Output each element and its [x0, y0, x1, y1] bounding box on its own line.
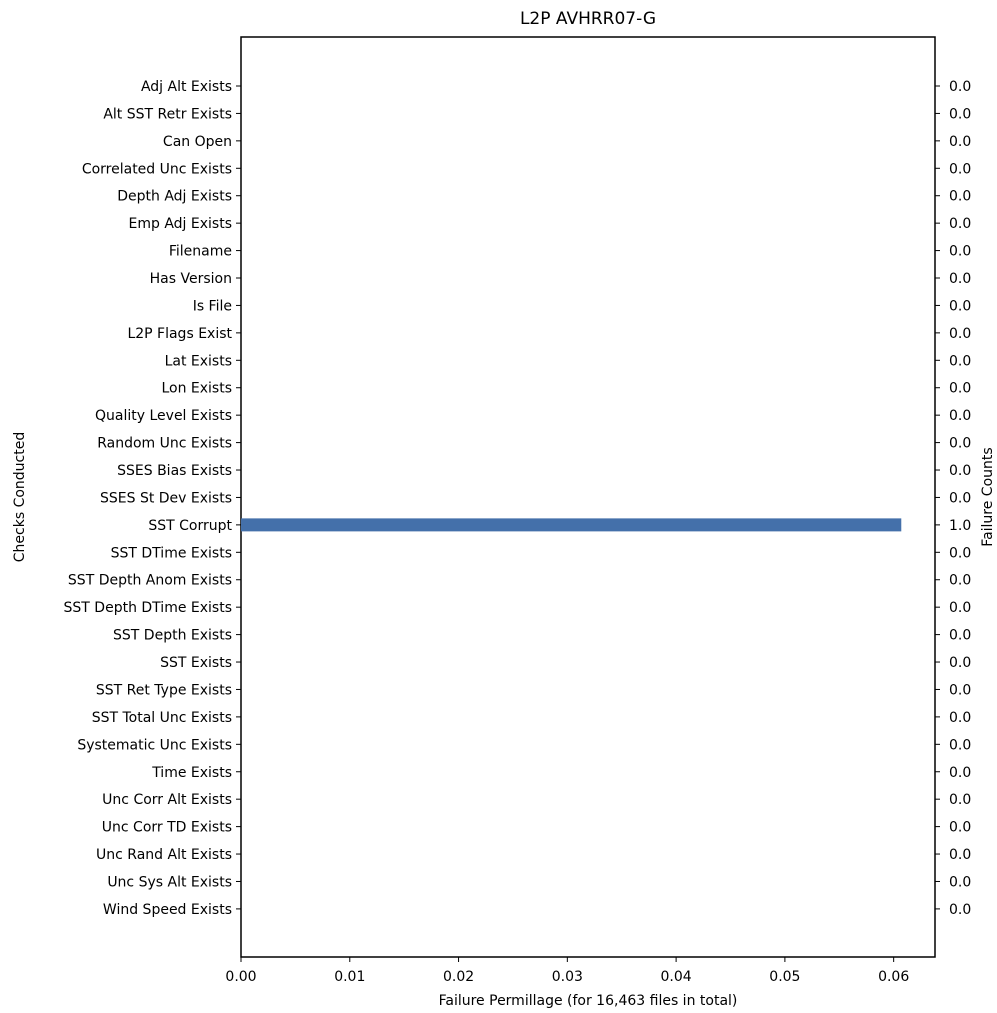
count-label-sst-ret-type-exists: 0.0	[949, 682, 971, 698]
y-tick-label-systematic-unc-exists: Systematic Unc Exists	[77, 737, 232, 753]
count-label-unc-corr-td-exists: 0.0	[949, 820, 971, 836]
y-tick-label-has-version: Has Version	[150, 271, 232, 287]
y-tick-label-l2p-flags-exist: L2P Flags Exist	[127, 326, 232, 342]
y-axis-title-right: Failure Counts	[980, 447, 996, 546]
y-tick-label-filename: Filename	[169, 244, 232, 260]
count-label-unc-corr-alt-exists: 0.0	[949, 792, 971, 808]
y-tick-label-sst-total-unc-exists: SST Total Unc Exists	[92, 710, 232, 726]
y-tick-label-sst-corrupt: SST Corrupt	[148, 518, 232, 534]
count-label-depth-adj-exists: 0.0	[949, 189, 971, 205]
y-tick-label-sst-exists: SST Exists	[160, 655, 232, 671]
count-label-sst-depth-dtime-exists: 0.0	[949, 600, 971, 616]
count-label-wind-speed-exists: 0.0	[949, 902, 971, 918]
y-tick-label-unc-corr-alt-exists: Unc Corr Alt Exists	[102, 792, 232, 808]
x-tick-label: 0.05	[769, 969, 800, 985]
y-tick-label-correlated-unc-exists: Correlated Unc Exists	[82, 161, 232, 177]
y-tick-label-sst-depth-anom-exists: SST Depth Anom Exists	[68, 573, 232, 589]
y-tick-label-adj-alt-exists: Adj Alt Exists	[141, 79, 232, 95]
y-tick-label-alt-sst-retr-exists: Alt SST Retr Exists	[103, 106, 232, 122]
x-tick-label: 0.03	[552, 969, 583, 985]
count-label-lat-exists: 0.0	[949, 353, 971, 369]
count-label-sses-bias-exists: 0.0	[949, 463, 971, 479]
count-label-quality-level-exists: 0.0	[949, 408, 971, 424]
count-label-sst-exists: 0.0	[949, 655, 971, 671]
count-label-lon-exists: 0.0	[949, 381, 971, 397]
y-tick-label-wind-speed-exists: Wind Speed Exists	[103, 902, 232, 918]
count-label-unc-sys-alt-exists: 0.0	[949, 874, 971, 890]
count-label-alt-sst-retr-exists: 0.0	[949, 106, 971, 122]
x-tick-label: 0.00	[225, 969, 256, 985]
count-label-l2p-flags-exist: 0.0	[949, 326, 971, 342]
chart-title: L2P AVHRR07-G	[520, 9, 656, 29]
count-label-time-exists: 0.0	[949, 765, 971, 781]
count-label-has-version: 0.0	[949, 271, 971, 287]
x-axis-title: Failure Permillage (for 16,463 files in …	[439, 993, 738, 1009]
count-label-emp-adj-exists: 0.0	[949, 216, 971, 232]
y-tick-label-emp-adj-exists: Emp Adj Exists	[129, 216, 232, 232]
x-tick-label: 0.01	[334, 969, 365, 985]
count-label-unc-rand-alt-exists: 0.0	[949, 847, 971, 863]
count-label-can-open: 0.0	[949, 134, 971, 150]
count-label-sst-depth-anom-exists: 0.0	[949, 573, 971, 589]
y-tick-label-unc-sys-alt-exists: Unc Sys Alt Exists	[107, 874, 232, 890]
y-axis-ticks: Adj Alt Exists Alt SST Retr Exists Can Ope…	[64, 79, 241, 918]
y-tick-label-unc-corr-td-exists: Unc Corr TD Exists	[102, 820, 232, 836]
count-label-is-file: 0.0	[949, 298, 971, 314]
count-label-random-unc-exists: 0.0	[949, 436, 971, 452]
count-label-correlated-unc-exists: 0.0	[949, 161, 971, 177]
count-label-sst-dtime-exists: 0.0	[949, 545, 971, 561]
y-tick-label-can-open: Can Open	[163, 134, 232, 150]
bars-layer	[241, 518, 902, 532]
bar-sst-corrupt	[241, 518, 902, 532]
count-label-adj-alt-exists: 0.0	[949, 79, 971, 95]
count-label-filename: 0.0	[949, 244, 971, 260]
y-tick-label-lon-exists: Lon Exists	[161, 381, 232, 397]
y-tick-label-sst-depth-dtime-exists: SST Depth DTime Exists	[64, 600, 232, 616]
x-tick-label: 0.02	[443, 969, 474, 985]
right-axis-counts: 0.0 0.0 0.0 0.0 0.0 0.0 0.0 0.0 0.0 0.0 0.0 0.0 0.0 0…	[935, 79, 971, 918]
y-tick-label-quality-level-exists: Quality Level Exists	[95, 408, 232, 424]
y-tick-label-sst-dtime-exists: SST DTime Exists	[111, 545, 232, 561]
y-axis-title: Checks Conducted	[12, 432, 28, 562]
y-tick-label-time-exists: Time Exists	[151, 765, 232, 781]
y-tick-label-sst-ret-type-exists: SST Ret Type Exists	[96, 682, 232, 698]
plot-area-frame	[240, 36, 936, 958]
y-tick-label-sst-depth-exists: SST Depth Exists	[113, 628, 232, 644]
y-tick-label-is-file: Is File	[193, 298, 232, 314]
count-label-sst-depth-exists: 0.0	[949, 628, 971, 644]
count-label-sses-st-dev-exists: 0.0	[949, 490, 971, 506]
count-label-systematic-unc-exists: 0.0	[949, 737, 971, 753]
y-tick-label-lat-exists: Lat Exists	[165, 353, 232, 369]
y-tick-label-sses-st-dev-exists: SSES St Dev Exists	[100, 490, 232, 506]
y-tick-label-depth-adj-exists: Depth Adj Exists	[117, 189, 232, 205]
count-label-sst-corrupt: 1.0	[949, 518, 971, 534]
x-tick-label: 0.06	[878, 969, 909, 985]
x-tick-label: 0.04	[661, 969, 692, 985]
count-label-sst-total-unc-exists: 0.0	[949, 710, 971, 726]
y-tick-label-sses-bias-exists: SSES Bias Exists	[117, 463, 232, 479]
y-tick-label-unc-rand-alt-exists: Unc Rand Alt Exists	[96, 847, 232, 863]
x-axis-ticks: 0.00 0.01 0.02 0.03 0.04 0.05 0.06	[225, 957, 909, 985]
y-tick-label-random-unc-exists: Random Unc Exists	[97, 436, 232, 452]
